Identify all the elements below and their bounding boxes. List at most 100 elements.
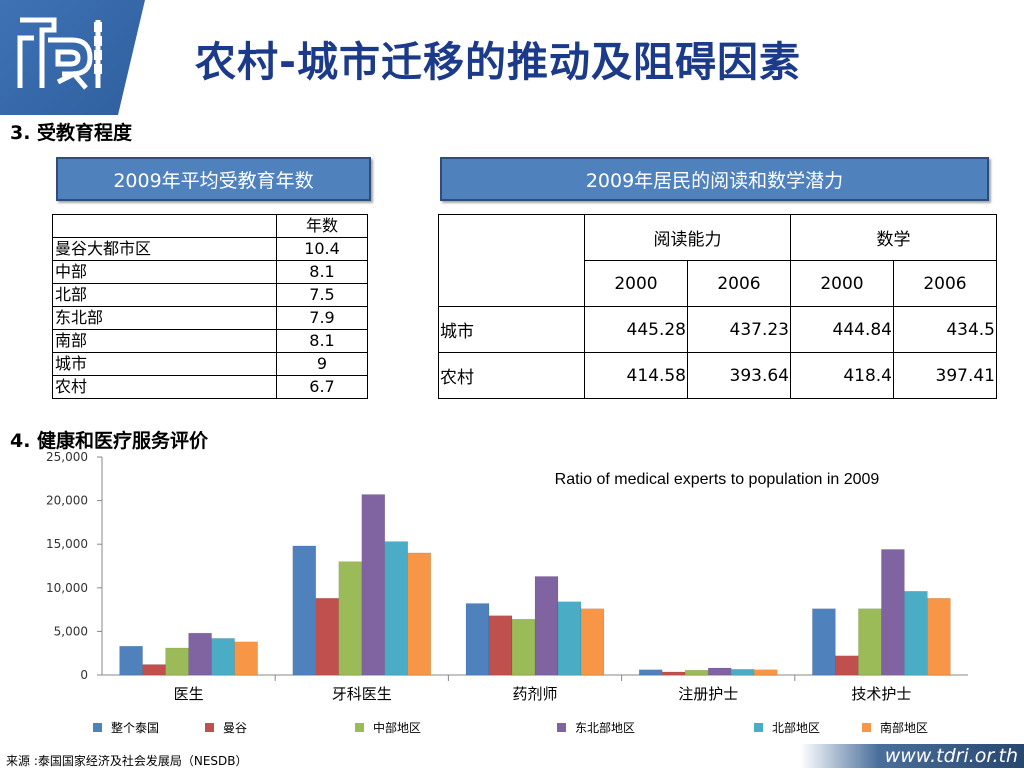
region-cell: 曼谷大都市区 xyxy=(52,237,277,261)
chart-bar xyxy=(165,647,189,676)
tdri-logo-icon xyxy=(17,17,102,90)
years-cell: 7.9 xyxy=(276,306,368,330)
region-cell: 城市 xyxy=(52,352,277,376)
score-cell: 444.84 xyxy=(790,306,894,353)
source-note: 来源 :泰国国家经济及社会发展局（NESDB） xyxy=(6,754,248,768)
chart-bar xyxy=(384,541,409,676)
years-cell: 9 xyxy=(276,352,368,376)
table-row: 城市 9 xyxy=(52,352,368,376)
table-row: 年数 xyxy=(52,214,368,238)
chart-bar xyxy=(292,545,317,676)
region-cell: 南部 xyxy=(52,329,277,353)
chart-bar xyxy=(661,671,686,676)
region-cell: 农村 xyxy=(52,375,277,399)
chart-bar xyxy=(142,664,166,676)
chart-bar xyxy=(511,618,536,676)
reading-math-header: 2009年居民的阅读和数学潜力 xyxy=(440,157,989,201)
table-row: 东北部 7.9 xyxy=(52,306,368,330)
footer-url: www.tdri.or.th xyxy=(884,745,1018,767)
years-column-header: 年数 xyxy=(276,214,368,238)
chart-bar xyxy=(812,608,836,676)
row-label-cell: 城市 xyxy=(438,306,585,353)
chart-bar xyxy=(927,598,951,676)
table-corner-cell xyxy=(52,214,277,238)
table-row: 曼谷大都市区 10.4 xyxy=(52,237,368,261)
year-header-cell: 2000 xyxy=(790,260,894,307)
section-health-heading: 4. 健康和医疗服务评价 xyxy=(10,430,209,452)
legend-swatch xyxy=(93,723,102,732)
chart-bar xyxy=(361,494,386,676)
education-years-header: 2009年平均受教育年数 xyxy=(56,157,371,201)
chart-bar xyxy=(119,645,143,676)
table-row: 2000 2006 2000 2006 xyxy=(439,260,997,307)
y-tick-label: 0 xyxy=(80,668,88,682)
x-category-label: 牙科医生 xyxy=(332,685,392,703)
legend-label: 南部地区 xyxy=(880,720,928,735)
score-cell: 437.23 xyxy=(687,306,791,353)
chart-bar xyxy=(315,598,340,676)
x-category-label: 药剂师 xyxy=(512,685,557,703)
chart-bar xyxy=(753,669,778,676)
chart-bar xyxy=(707,667,732,676)
score-cell: 418.4 xyxy=(790,352,894,399)
section-education-heading: 3. 受教育程度 xyxy=(10,122,133,144)
chart-title: Ratio of medical experts to population i… xyxy=(555,471,880,488)
chart-bar xyxy=(557,601,582,676)
table-row: 农村 414.58 393.64 418.4 397.41 xyxy=(438,352,997,399)
year-header-cell: 2006 xyxy=(893,260,997,307)
chart-bar xyxy=(488,615,513,676)
x-category-label: 医生 xyxy=(174,685,204,703)
logo-panel xyxy=(0,0,145,115)
legend-swatch xyxy=(754,723,763,732)
chart-bar xyxy=(835,655,859,676)
chart-bar xyxy=(211,638,235,676)
table-row: 中部 8.1 xyxy=(52,260,368,284)
chart-bar xyxy=(465,603,490,676)
table-row: 南部 8.1 xyxy=(52,329,368,353)
years-cell: 8.1 xyxy=(276,260,368,284)
score-cell: 397.41 xyxy=(893,352,997,399)
y-tick-label: 25,000 xyxy=(46,450,88,464)
table-row: 阅读能力 数学 xyxy=(438,214,997,307)
legend-label: 曼谷 xyxy=(223,721,247,735)
score-cell: 434.5 xyxy=(893,306,997,353)
legend-label: 整个泰国 xyxy=(111,720,159,735)
legend-label: 北部地区 xyxy=(772,720,820,735)
chart-bar xyxy=(338,561,363,676)
chart-bar xyxy=(407,552,432,676)
chart-bar xyxy=(638,669,663,676)
chart-bar xyxy=(881,549,905,676)
table-row: 城市 445.28 437.23 444.84 434.5 xyxy=(438,306,997,353)
chart-bar xyxy=(730,669,755,676)
region-cell: 北部 xyxy=(52,283,277,307)
footer-bar xyxy=(800,744,1024,768)
math-column-header: 数学 xyxy=(790,214,997,261)
score-cell: 445.28 xyxy=(584,306,688,353)
legend-swatch xyxy=(205,723,214,732)
y-tick-label: 20,000 xyxy=(46,494,88,508)
chart-bar xyxy=(188,632,212,676)
y-tick-label: 10,000 xyxy=(46,581,88,595)
row-label-cell: 农村 xyxy=(438,352,585,399)
years-cell: 6.7 xyxy=(276,375,368,399)
table-row: 农村 6.7 xyxy=(52,375,368,399)
legend-swatch xyxy=(355,723,364,732)
year-header-cell: 2000 xyxy=(584,260,688,307)
x-category-label: 注册护士 xyxy=(678,685,738,703)
reading-column-header: 阅读能力 xyxy=(584,214,791,261)
chart-bar xyxy=(580,608,605,676)
years-cell: 10.4 xyxy=(276,237,368,261)
legend-label: 中部地区 xyxy=(373,720,421,735)
legend-swatch xyxy=(557,723,566,732)
page-title: 农村-城市迁移的推动及阻碍因素 xyxy=(195,38,802,86)
region-cell: 中部 xyxy=(52,260,277,284)
years-cell: 8.1 xyxy=(276,329,368,353)
chart-bar xyxy=(534,576,559,676)
legend-label: 东北部地区 xyxy=(575,720,635,735)
x-category-label: 技术护士 xyxy=(851,685,911,703)
chart-bar xyxy=(234,641,258,676)
legend-swatch xyxy=(862,723,871,732)
medical-experts-chart: 0 5,000 10,000 15,000 20,000 25,000 医生 牙科医生 药剂师 注… xyxy=(46,450,968,735)
education-years-table: 年数 曼谷大都市区 10.4 中部 8.1 北部 7.5 东北部 7.9 南部 … xyxy=(52,214,368,399)
year-header-cell: 2006 xyxy=(687,260,791,307)
